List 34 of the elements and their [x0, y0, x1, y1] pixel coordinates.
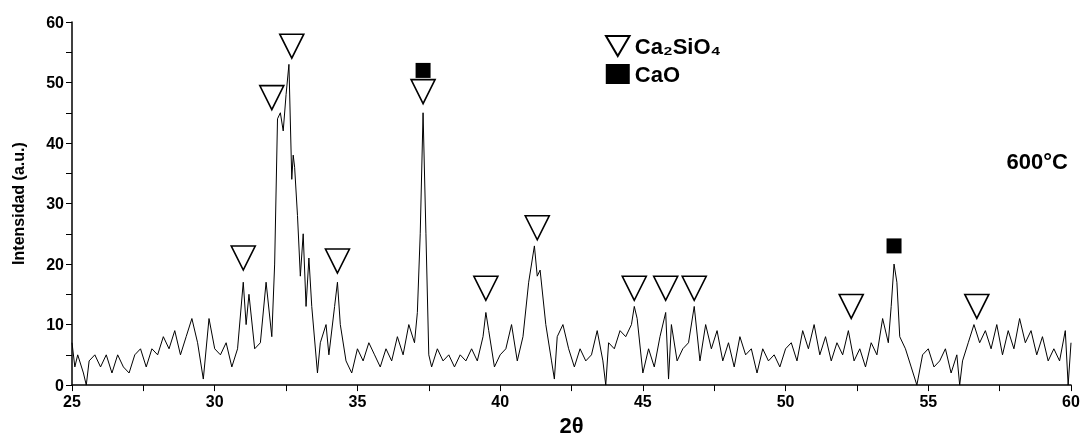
x-axis-title: 2θ — [559, 412, 584, 438]
y-tick-label: 20 — [46, 255, 65, 273]
point — [230, 245, 257, 271]
y-tick-label: 10 — [46, 316, 65, 334]
point — [410, 78, 436, 105]
x-tick-label: 50 — [776, 392, 795, 410]
point — [652, 275, 679, 302]
y-tick-label: 0 — [55, 376, 65, 394]
legend-label: CaO — [634, 61, 681, 87]
legend-label: Ca₂SiO₄ — [634, 33, 722, 59]
x-tick-label: 25 — [63, 392, 81, 410]
point — [886, 238, 902, 254]
x-tick-label: 45 — [633, 392, 652, 410]
x-tick-label: 30 — [205, 392, 224, 410]
point — [524, 214, 551, 241]
point — [838, 293, 865, 320]
point — [278, 33, 305, 60]
point — [259, 84, 285, 111]
point — [621, 275, 648, 302]
point — [415, 62, 431, 78]
y-axis-title: Intensidad (a.u.) — [9, 142, 27, 265]
y-tick-label: 30 — [46, 195, 65, 213]
annotation: 600°C — [1006, 148, 1069, 174]
y-tick-label: 40 — [46, 134, 65, 152]
point — [964, 293, 990, 320]
y-tick-label: 60 — [46, 13, 65, 31]
point — [473, 275, 499, 302]
x-tick-label: 60 — [1062, 392, 1080, 410]
point — [681, 275, 708, 302]
x-tick-label: 40 — [491, 392, 510, 410]
y-tick-label: 50 — [46, 74, 65, 92]
x-tick-label: 55 — [919, 392, 938, 410]
x-tick-label: 35 — [348, 392, 367, 410]
point — [324, 248, 351, 274]
